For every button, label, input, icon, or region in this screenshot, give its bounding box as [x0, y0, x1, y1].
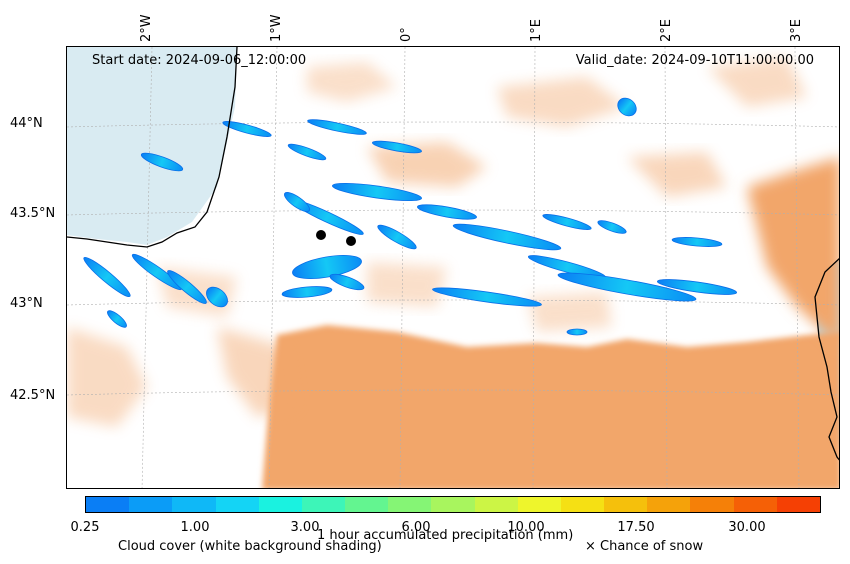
- precip-streak: [617, 97, 637, 117]
- latitude-label: 42.5°N: [10, 388, 56, 403]
- colorbar-segment: [431, 497, 475, 512]
- longitude-label: 1°W: [269, 14, 284, 42]
- valid-date: Valid_date: 2024-09-10T11:00:00.00: [575, 53, 814, 68]
- map-canvas: [67, 47, 839, 488]
- colorbar-tick-label: 0.25: [70, 520, 100, 535]
- precip-streak: [557, 272, 697, 302]
- colorbar-tick-label: 30.00: [728, 520, 766, 535]
- precip-streak: [287, 143, 327, 161]
- colorbar-segment: [258, 497, 302, 512]
- precipitation-colorbar: [85, 496, 821, 513]
- precip-streak: [671, 237, 723, 247]
- latitude-label: 43°N: [10, 296, 43, 311]
- precip-streak: [656, 279, 738, 295]
- precip-streak: [417, 204, 477, 220]
- precip-streak: [597, 220, 627, 234]
- colorbar-tick-label: 6.00: [401, 520, 431, 535]
- longitude-label: 1°E: [529, 19, 544, 42]
- colorbar-segment: [604, 497, 648, 512]
- precip-streak: [332, 182, 422, 202]
- precip-streak: [566, 328, 588, 336]
- colorbar-segment: [474, 497, 518, 512]
- colorbar-segment: [388, 497, 432, 512]
- colorbar-segment: [647, 497, 691, 512]
- colorbar-segment: [345, 497, 389, 512]
- precip-streak: [167, 270, 207, 304]
- colorbar-tick-label: 17.50: [617, 520, 655, 535]
- precip-streak: [452, 223, 562, 251]
- precip-streak: [281, 286, 333, 298]
- latitude-label: 44°N: [10, 116, 43, 131]
- colorbar-segment: [690, 497, 734, 512]
- start-date: Start date: 2024-09-06_12:00:00: [92, 53, 307, 68]
- precip-streak: [542, 214, 592, 230]
- colorbar-segment: [86, 497, 130, 512]
- colorbar-segment: [301, 497, 346, 512]
- precipitation-layer: [83, 97, 738, 336]
- precip-streak: [107, 310, 127, 328]
- longitude-label: 3°E: [789, 19, 804, 42]
- map-panel[interactable]: Start date: 2024-09-06_12:00:00 Valid_da…: [66, 46, 840, 489]
- cloud-cover-layer: [67, 57, 839, 488]
- precip-streak: [307, 119, 367, 135]
- precip-streak: [206, 286, 228, 308]
- colorbar-segment: [517, 497, 561, 512]
- coastlines: [67, 47, 839, 461]
- location-marker: [316, 230, 326, 240]
- colorbar-segment: [733, 497, 777, 512]
- precip-streak: [292, 255, 362, 279]
- colorbar-segment: [172, 497, 216, 512]
- colorbar-segment: [129, 497, 173, 512]
- colorbar-tick-label: 3.00: [290, 520, 320, 535]
- precip-streak: [329, 273, 365, 291]
- snow-legend: × Chance of snow: [585, 539, 704, 554]
- colorbar-segment: [776, 497, 820, 512]
- sea-bay-of-biscay: [67, 47, 237, 245]
- colorbar-segment: [560, 497, 605, 512]
- precip-streak: [377, 224, 417, 250]
- precip-streak: [83, 256, 131, 298]
- location-marker: [346, 236, 356, 246]
- latitude-label: 43.5°N: [10, 206, 56, 221]
- cloud-cover-legend: Cloud cover (white background shading): [118, 539, 382, 554]
- precip-streak: [432, 287, 542, 307]
- colorbar-title: 1 hour accumulated precipitation (mm): [317, 528, 574, 543]
- precip-streak: [283, 192, 311, 212]
- colorbar-tick-label: 1.00: [180, 520, 210, 535]
- precip-streak: [371, 140, 423, 154]
- colorbar-segment: [215, 497, 259, 512]
- longitude-label: 2°E: [659, 19, 674, 42]
- location-markers: [316, 230, 356, 246]
- precip-streak: [222, 121, 272, 137]
- longitude-label: 2°W: [139, 14, 154, 42]
- longitude-label: 0°: [399, 27, 414, 42]
- precip-streak: [140, 152, 184, 172]
- colorbar-tick-label: 10.00: [507, 520, 545, 535]
